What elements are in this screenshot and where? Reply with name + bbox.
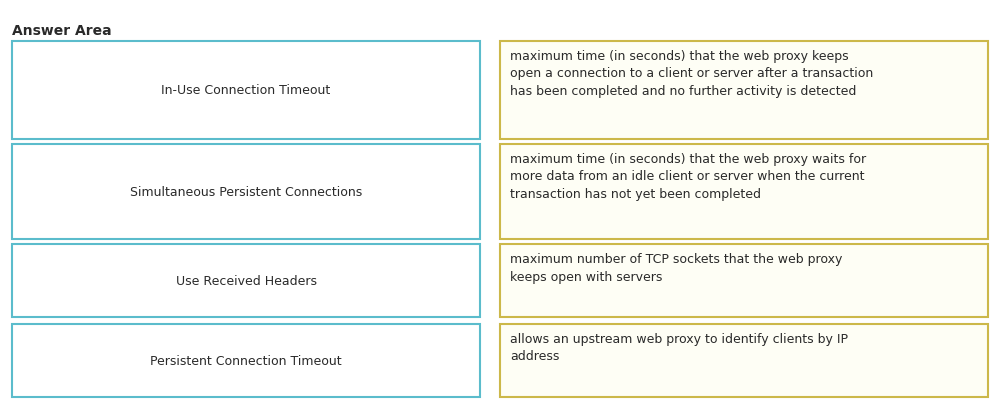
Text: Persistent Connection Timeout: Persistent Connection Timeout [150,354,342,367]
Bar [12,42,480,140]
Bar [12,324,480,397]
Bar [500,42,988,140]
Bar [500,145,988,239]
Text: maximum time (in seconds) that the web proxy keeps
open a connection to a client: maximum time (in seconds) that the web p… [510,50,873,98]
Text: allows an upstream web proxy to identify clients by IP
address: allows an upstream web proxy to identify… [510,332,848,362]
Bar [12,244,480,317]
Bar [500,244,988,317]
Text: In-Use Connection Timeout: In-Use Connection Timeout [161,84,331,97]
Text: maximum number of TCP sockets that the web proxy
keeps open with servers: maximum number of TCP sockets that the w… [510,252,842,283]
Text: maximum time (in seconds) that the web proxy waits for
more data from an idle cl: maximum time (in seconds) that the web p… [510,153,866,200]
Bar [500,324,988,397]
Text: Use Received Headers: Use Received Headers [176,274,316,287]
Text: Answer Area: Answer Area [12,24,112,38]
Bar [12,145,480,239]
Text: Simultaneous Persistent Connections: Simultaneous Persistent Connections [130,185,362,198]
